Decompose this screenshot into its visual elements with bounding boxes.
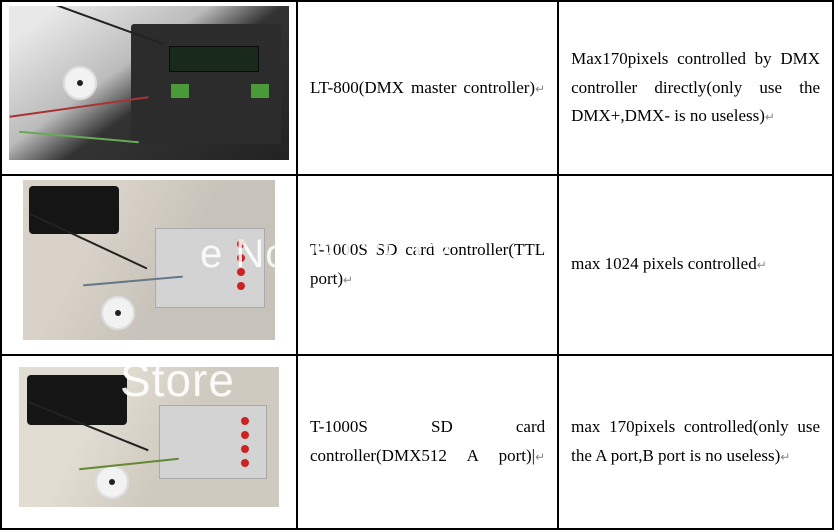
product-image-cell <box>1 355 297 529</box>
product-description: LT-800(DMX master controller) <box>310 78 535 97</box>
product-spec: max 1024 pixels controlled <box>571 254 757 273</box>
product-description-cell: LT-800(DMX master controller)↵ <box>297 1 558 175</box>
paragraph-mark: ↵ <box>765 110 775 124</box>
product-description-cell: T-1000S SD card controller(DMX512 A port… <box>297 355 558 529</box>
table-row: T-1000S SD card controller(TTL port)↵ ma… <box>1 175 833 355</box>
product-image-cell <box>1 1 297 175</box>
paragraph-mark: ↵ <box>343 273 353 287</box>
table-row: LT-800(DMX master controller)↵ Max170pix… <box>1 1 833 175</box>
product-spec-cell: Max170pixels controlled by DMX controlle… <box>558 1 833 175</box>
product-spec: Max170pixels controlled by DMX controlle… <box>571 49 820 126</box>
product-comparison-table: LT-800(DMX master controller)↵ Max170pix… <box>0 0 834 530</box>
product-image <box>19 367 279 507</box>
paragraph-mark: ↵ <box>780 450 790 464</box>
paragraph-mark: ↵ <box>535 82 545 96</box>
paragraph-mark: ↵ <box>757 258 767 272</box>
product-spec-cell: max 1024 pixels controlled↵ <box>558 175 833 355</box>
product-description-cell: T-1000S SD card controller(TTL port)↵ <box>297 175 558 355</box>
product-image-cell <box>1 175 297 355</box>
paragraph-mark: ↵ <box>535 450 545 464</box>
product-image <box>9 6 289 160</box>
product-description: T-1000S SD card controller(DMX512 A port… <box>310 417 545 465</box>
product-image <box>23 180 275 340</box>
table-row: T-1000S SD card controller(DMX512 A port… <box>1 355 833 529</box>
product-spec-cell: max 170pixels controlled(only use the A … <box>558 355 833 529</box>
